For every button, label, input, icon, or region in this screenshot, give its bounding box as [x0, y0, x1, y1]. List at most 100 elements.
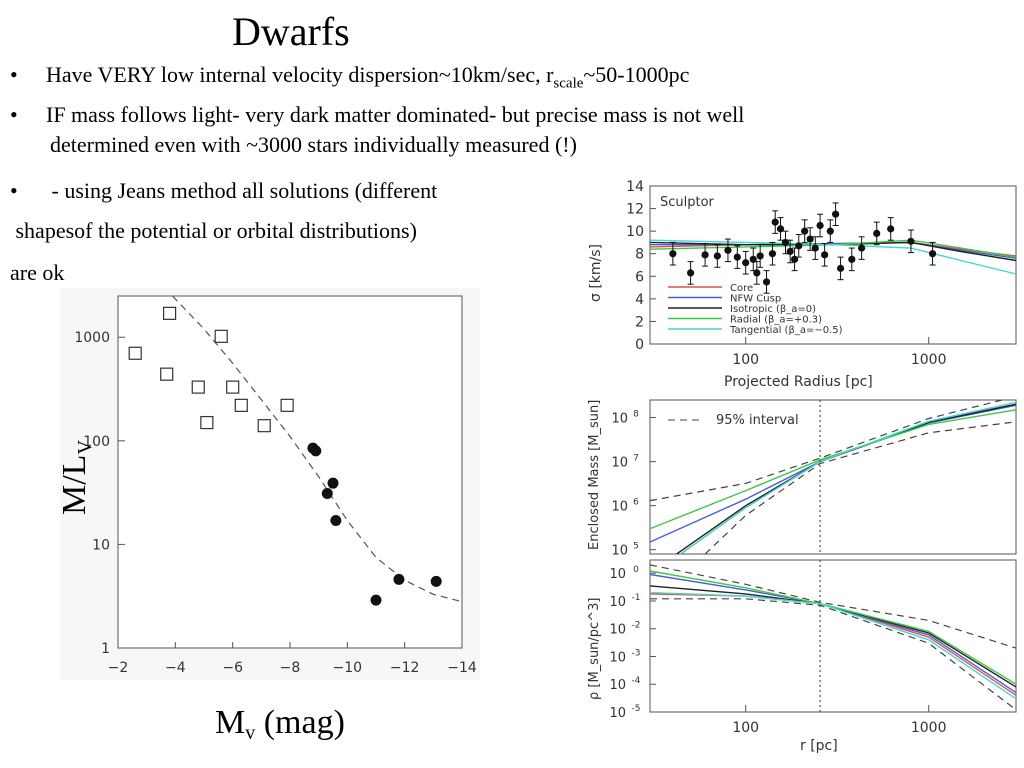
chart2-observation-point: [795, 242, 803, 250]
chart2-legend-label: Core: [730, 283, 753, 294]
chart4-y-tick-label: 10: [609, 623, 626, 638]
chart1-open-square: [214, 329, 228, 343]
bullet-jeans-method: • - using Jeans method all solutions (di…: [10, 176, 437, 206]
chart2-observation-point: [790, 255, 799, 263]
chart2-observation-point: [756, 252, 764, 260]
chart1-xlabel: Mv (mag): [215, 704, 345, 744]
chart4-x-tick-label: 100: [732, 720, 759, 736]
chart2-observation-point: [768, 250, 777, 258]
chart4-y-tick-exponent: -5: [632, 704, 641, 714]
chart1-filled-circle: [430, 575, 442, 587]
chart3-y-tick-label: 10: [611, 412, 628, 427]
chart2-y-tick-label: 14: [626, 179, 644, 195]
chart2-observation-point: [753, 269, 761, 277]
chart1-model-curve: [172, 295, 463, 603]
chart4-xlabel: r [pc]: [800, 738, 838, 754]
chart2-observation-point: [771, 218, 779, 226]
chart4-plot-frame: [649, 559, 1017, 713]
chart2-observation-point: [816, 221, 824, 230]
chart1-points: [128, 306, 442, 606]
chart1-filled-circle: [327, 477, 339, 489]
chart1-x-tick-label: −6: [222, 660, 243, 676]
chart2-series-line: [650, 241, 1017, 259]
chart2-observation-point: [776, 225, 785, 233]
chart2-observation-point: [848, 255, 856, 263]
chart4-y-tick-label: 10: [609, 650, 626, 665]
chart2-x-tick-label: 1000: [911, 352, 947, 368]
chart4-series-line: [650, 593, 1016, 696]
chart1-filled-circle: [393, 573, 405, 585]
chart2-series-line: [649, 241, 1017, 257]
chart1-y-tick-label: 1: [101, 641, 110, 657]
chart1-open-square: [200, 415, 214, 430]
chart2-observation-point: [686, 269, 695, 277]
chart1-open-square: [163, 306, 177, 320]
bullet-dark-matter: • IF mass follows light- very dark matter…: [10, 100, 970, 160]
chart2-ylabel: σ [km/s]: [588, 244, 604, 302]
chart2-plot-frame: [649, 185, 1017, 345]
chart4-interval-lower: [650, 598, 1016, 711]
chart4-series-line: [650, 570, 1016, 685]
chart2-observation-point: [928, 250, 937, 258]
chart4-y-tick-exponent: 0: [633, 565, 639, 575]
chart2-observation-point: [724, 246, 732, 254]
bullet1-text-pre: Have VERY low internal velocity dispersi…: [46, 62, 554, 87]
chart1-open-square: [234, 398, 248, 412]
chart3-y-tick-label: 10: [611, 500, 628, 515]
bullet-marker: •: [10, 178, 18, 203]
chart2-observation-point: [749, 255, 757, 263]
chart2-observation-point: [858, 244, 866, 252]
chart3-y-tick-exponent: 5: [633, 542, 639, 552]
chart2-x-tick-label: 100: [732, 352, 759, 368]
chart2-legend-label: NFW Cusp: [730, 294, 781, 305]
chart3-series-line: [679, 403, 1016, 554]
chart3-plot-frame: [649, 399, 1017, 555]
chart3-y-tick-label: 10: [611, 544, 628, 559]
chart3-ticks: 10 5 10 6 10 7 10 8: [611, 410, 656, 559]
bullet-marker: •: [10, 62, 18, 87]
slide-title: Dwarfs: [232, 9, 350, 54]
chart4-x-tick-label: 1000: [911, 720, 947, 736]
chart2-ticks: 100 1000 0 2 4 6 8 10 12 14: [626, 179, 946, 368]
bullet1-text-post: ~50-1000pc: [583, 62, 690, 87]
chart3-ylabel: Enclosed Mass [M_sun]: [587, 400, 602, 550]
chart3-y-tick-label: 10: [611, 456, 628, 471]
chart3-annotation: 95% interval: [716, 413, 799, 428]
text-line4: shapesof the potential or orbital distri…: [10, 218, 417, 243]
chart3-y-tick-exponent: 6: [633, 498, 639, 508]
chart2-model-lines: [649, 239, 1017, 275]
chart1-open-square: [226, 380, 240, 394]
chart2-observation-point: [907, 237, 915, 245]
chart2-legend-label: Radial (β_a=+0.3): [730, 315, 822, 326]
chart4-model-lines: [650, 564, 1016, 711]
chart1-y-tick-label: 100: [83, 434, 110, 450]
chart2-series-line: [649, 239, 1017, 275]
chart2-observation-point: [811, 244, 819, 252]
chart3-model-lines: [650, 400, 1016, 554]
chart3-series-line: [650, 409, 1016, 530]
chart4-y-tick-exponent: -3: [632, 648, 641, 658]
chart2-observation-point: [806, 235, 814, 243]
chart4-y-tick-label: 10: [609, 567, 626, 582]
chart4-y-tick-exponent: -4: [632, 676, 641, 686]
bullet-marker: •: [10, 102, 18, 127]
chart3-interval-lower: [704, 421, 1016, 554]
chart2-observation-point: [742, 259, 750, 267]
bullet2-line1: IF mass follows light- very dark matter …: [46, 102, 745, 127]
bullet1-subscript: scale: [553, 75, 584, 92]
chart4-ylabel: ρ [M_sun/pc^3]: [587, 598, 602, 700]
chart1-x-tick-label: −14: [447, 660, 477, 676]
chart2-observation-point: [733, 253, 741, 261]
chart2-annotation: Sculptor: [660, 195, 715, 210]
chart1-open-square: [257, 419, 271, 433]
chart3-interval-upper: [650, 400, 1005, 502]
chart4-y-tick-exponent: -1: [632, 593, 641, 603]
chart2-y-tick-label: 0: [635, 337, 644, 353]
chart1-filled-circle: [321, 488, 333, 500]
chart4-series-line: [650, 573, 1016, 694]
chart2-observation-point: [887, 225, 895, 233]
chart4-series-line: [650, 591, 1016, 700]
chart2-observation-point: [873, 229, 881, 237]
chart2-observation-point: [801, 227, 809, 235]
chart2-legend-label: Tangential (β_a=−0.5): [729, 325, 843, 336]
